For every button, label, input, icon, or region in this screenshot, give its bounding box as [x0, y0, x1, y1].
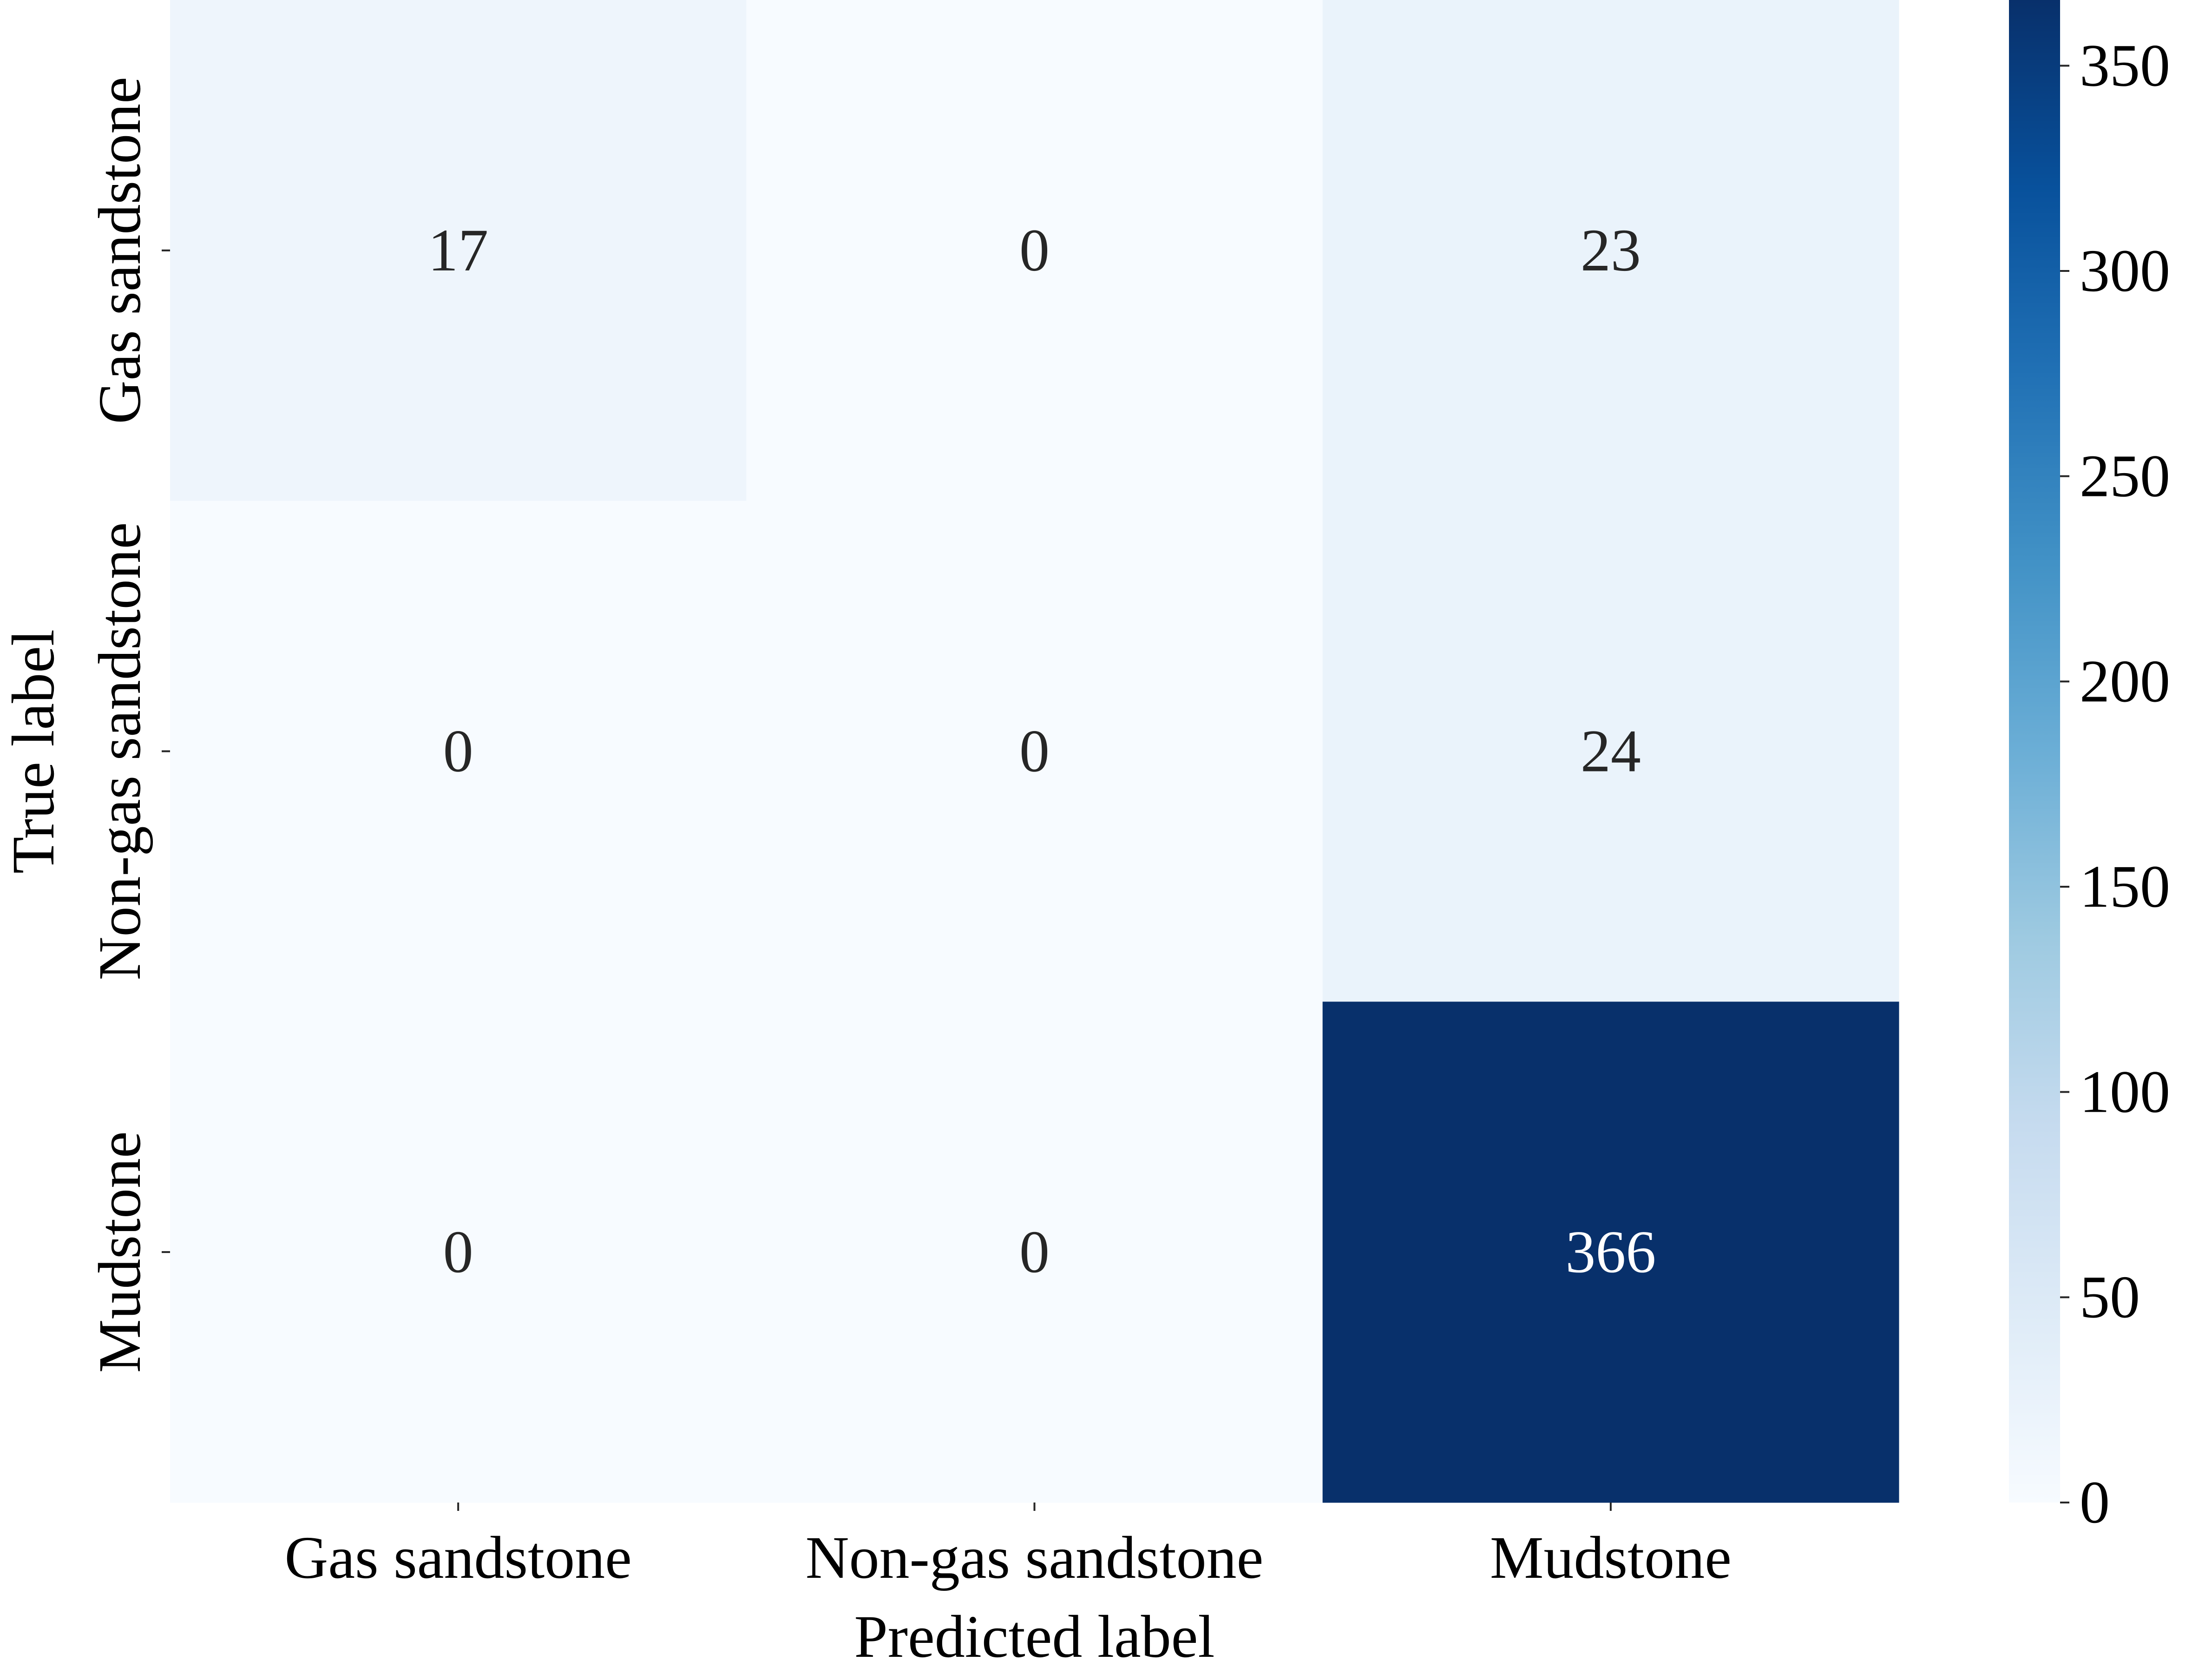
colorbar-tick-label: 250: [2080, 443, 2170, 510]
colorbar-tick-label: 50: [2080, 1264, 2140, 1331]
y-axis-title: True label: [0, 629, 67, 874]
heatmap-cell: [170, 1002, 747, 1503]
colorbar-tick-label: 200: [2080, 648, 2170, 715]
cell-value-label: 0: [443, 1219, 473, 1285]
cell-value-label: 0: [1019, 718, 1050, 785]
x-tick-label: Mudstone: [1490, 1524, 1732, 1591]
heatmap-cell: [170, 501, 747, 1002]
cell-value-label: 0: [1019, 217, 1050, 284]
colorbar-tick-label: 100: [2080, 1059, 2170, 1126]
colorbar-ticks: 0 50 100 150 200 250 300 350: [2060, 32, 2170, 1536]
y-axis: Gas sandstone Non-gas sandstone Mudstone: [86, 77, 170, 1373]
heatmap-cell: [746, 501, 1323, 1002]
heatmap-cell: [170, 0, 747, 501]
x-tick-label: Non-gas sandstone: [806, 1524, 1264, 1591]
cell-value-label: 0: [443, 718, 473, 785]
cell-value-label: 366: [1565, 1219, 1656, 1285]
heatmap-cells: [170, 0, 1899, 1503]
colorbar: 0 50 100 150 200 250 300 350: [2009, 0, 2170, 1536]
x-axis: Gas sandstone Non-gas sandstone Mudstone: [284, 1503, 1732, 1591]
cell-value-label: 24: [1581, 718, 1641, 785]
cell-value-label: 23: [1581, 217, 1641, 284]
heatmap-cell: [1322, 1002, 1899, 1503]
cell-value-label: 0: [1019, 1219, 1050, 1285]
colorbar-tick-label: 0: [2080, 1469, 2110, 1536]
y-tick-label: Gas sandstone: [86, 77, 153, 424]
colorbar-tick-label: 300: [2080, 237, 2170, 304]
colorbar-tick-label: 150: [2080, 853, 2170, 920]
heatmap-cell: [1322, 0, 1899, 501]
y-tick-label: Mudstone: [86, 1131, 153, 1373]
heatmap-cell: [746, 0, 1323, 501]
heatmap-cell: [746, 1002, 1323, 1503]
y-tick-label: Non-gas sandstone: [86, 522, 153, 981]
cell-value-label: 17: [428, 217, 488, 284]
colorbar-tick-label: 350: [2080, 32, 2170, 99]
x-tick-label: Gas sandstone: [284, 1524, 631, 1591]
cell-annotations: 17 0 23 0 0 24 0 0 366: [428, 217, 1656, 1285]
heatmap-cell: [1322, 501, 1899, 1002]
x-axis-title: Predicted label: [854, 1603, 1214, 1670]
colorbar-gradient: [2009, 0, 2060, 1503]
